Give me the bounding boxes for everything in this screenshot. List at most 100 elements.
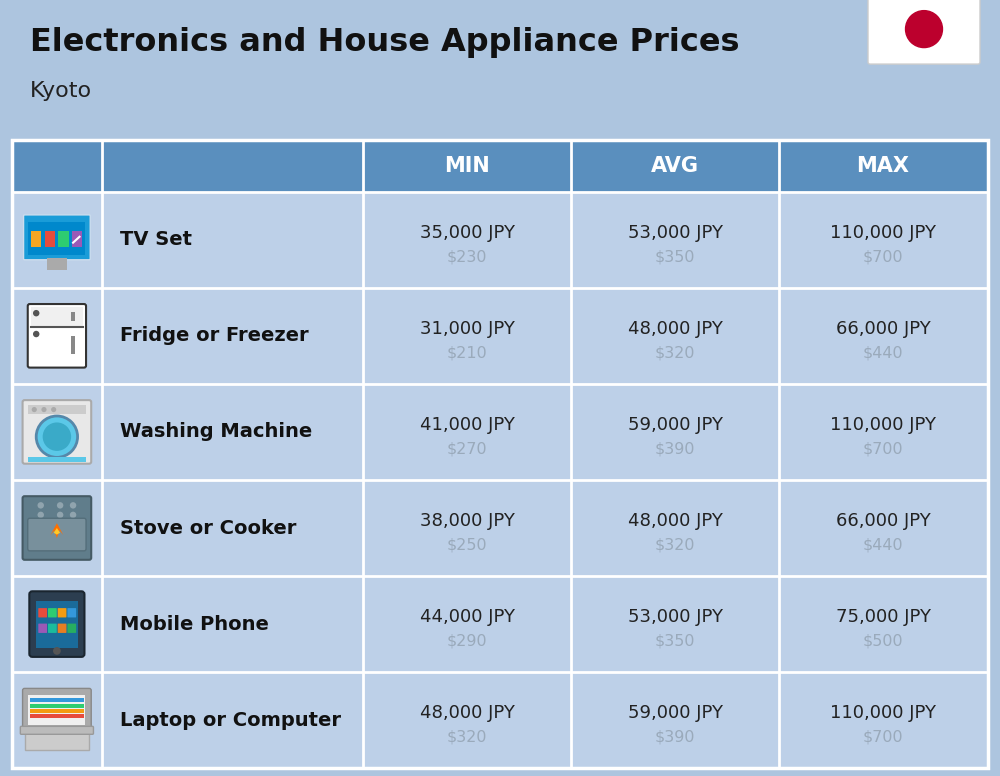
Circle shape: [43, 422, 71, 451]
FancyBboxPatch shape: [24, 215, 90, 260]
Bar: [72, 231, 82, 247]
Text: $390: $390: [655, 730, 695, 745]
Circle shape: [41, 407, 47, 412]
FancyBboxPatch shape: [28, 518, 86, 551]
FancyBboxPatch shape: [23, 400, 91, 464]
Text: MAX: MAX: [857, 156, 910, 175]
FancyBboxPatch shape: [38, 608, 47, 618]
Bar: [30, 708, 84, 713]
Bar: [30, 704, 84, 708]
Text: $500: $500: [863, 634, 903, 649]
Text: 110,000 JPY: 110,000 JPY: [830, 705, 936, 722]
Circle shape: [70, 511, 76, 518]
Polygon shape: [50, 523, 63, 538]
FancyBboxPatch shape: [38, 624, 47, 633]
Text: Kyoto: Kyoto: [30, 81, 92, 102]
Text: $390: $390: [655, 442, 695, 457]
Bar: [28, 695, 85, 725]
Text: 66,000 JPY: 66,000 JPY: [836, 320, 930, 338]
Circle shape: [53, 647, 61, 655]
Text: 53,000 JPY: 53,000 JPY: [628, 608, 723, 626]
Bar: [30, 714, 84, 719]
Bar: [12, 288, 988, 384]
Text: 31,000 JPY: 31,000 JPY: [420, 320, 515, 338]
Text: 38,000 JPY: 38,000 JPY: [420, 512, 515, 530]
Text: Stove or Cooker: Stove or Cooker: [120, 518, 296, 538]
Bar: [71, 336, 75, 354]
Text: $210: $210: [447, 345, 488, 361]
Bar: [12, 480, 988, 576]
Text: 110,000 JPY: 110,000 JPY: [830, 224, 936, 242]
Bar: [12, 192, 988, 288]
Bar: [12, 576, 988, 672]
Text: Laptop or Computer: Laptop or Computer: [120, 711, 341, 729]
FancyBboxPatch shape: [48, 608, 57, 618]
Circle shape: [33, 310, 39, 317]
FancyBboxPatch shape: [29, 591, 84, 657]
Text: $320: $320: [447, 730, 488, 745]
Text: $270: $270: [447, 442, 488, 457]
Text: 48,000 JPY: 48,000 JPY: [420, 705, 515, 722]
Bar: [12, 384, 988, 480]
Text: $290: $290: [447, 634, 488, 649]
Bar: [12, 672, 988, 768]
FancyBboxPatch shape: [67, 608, 76, 618]
Circle shape: [38, 511, 44, 518]
Bar: [58, 231, 69, 247]
FancyBboxPatch shape: [28, 304, 86, 368]
Bar: [31, 231, 41, 247]
Text: 48,000 JPY: 48,000 JPY: [628, 320, 723, 338]
Text: $700: $700: [863, 442, 903, 457]
Text: $250: $250: [447, 538, 488, 553]
FancyBboxPatch shape: [868, 0, 980, 64]
FancyBboxPatch shape: [58, 624, 66, 633]
Text: Fridge or Freezer: Fridge or Freezer: [120, 327, 309, 345]
Text: $700: $700: [863, 730, 903, 745]
Circle shape: [33, 331, 39, 338]
Bar: [36, 601, 78, 648]
Text: $350: $350: [655, 250, 695, 265]
Text: 59,000 JPY: 59,000 JPY: [628, 705, 723, 722]
Text: Mobile Phone: Mobile Phone: [120, 615, 269, 633]
Text: $320: $320: [655, 538, 695, 553]
Circle shape: [32, 407, 37, 412]
Bar: [28, 457, 86, 462]
Text: $320: $320: [655, 345, 695, 361]
Text: 59,000 JPY: 59,000 JPY: [628, 416, 723, 435]
Circle shape: [70, 502, 76, 508]
Circle shape: [906, 11, 942, 47]
Bar: [12, 140, 988, 192]
Text: $440: $440: [863, 538, 903, 553]
Bar: [47, 258, 67, 269]
FancyBboxPatch shape: [20, 726, 93, 734]
FancyBboxPatch shape: [67, 624, 76, 633]
Bar: [28, 405, 86, 414]
Bar: [25, 732, 89, 750]
Circle shape: [38, 502, 44, 508]
Text: TV Set: TV Set: [120, 230, 192, 249]
Text: $230: $230: [447, 250, 488, 265]
Text: 75,000 JPY: 75,000 JPY: [836, 608, 931, 626]
Text: $700: $700: [863, 250, 903, 265]
Bar: [45, 231, 55, 247]
Circle shape: [51, 407, 56, 412]
Text: 110,000 JPY: 110,000 JPY: [830, 416, 936, 435]
Text: 44,000 JPY: 44,000 JPY: [420, 608, 515, 626]
Bar: [12, 140, 988, 768]
Text: 41,000 JPY: 41,000 JPY: [420, 416, 515, 435]
Text: 35,000 JPY: 35,000 JPY: [420, 224, 515, 242]
Text: AVG: AVG: [651, 156, 699, 175]
Text: 48,000 JPY: 48,000 JPY: [628, 512, 723, 530]
Circle shape: [57, 502, 63, 508]
Circle shape: [57, 511, 63, 518]
FancyBboxPatch shape: [58, 608, 66, 618]
Bar: [31, 307, 83, 327]
Text: Electronics and House Appliance Prices: Electronics and House Appliance Prices: [30, 27, 740, 58]
Text: Washing Machine: Washing Machine: [120, 422, 312, 442]
Text: 53,000 JPY: 53,000 JPY: [628, 224, 723, 242]
Text: $350: $350: [655, 634, 695, 649]
Polygon shape: [54, 528, 60, 535]
Bar: [71, 312, 75, 321]
FancyBboxPatch shape: [23, 496, 91, 559]
Circle shape: [36, 416, 78, 457]
